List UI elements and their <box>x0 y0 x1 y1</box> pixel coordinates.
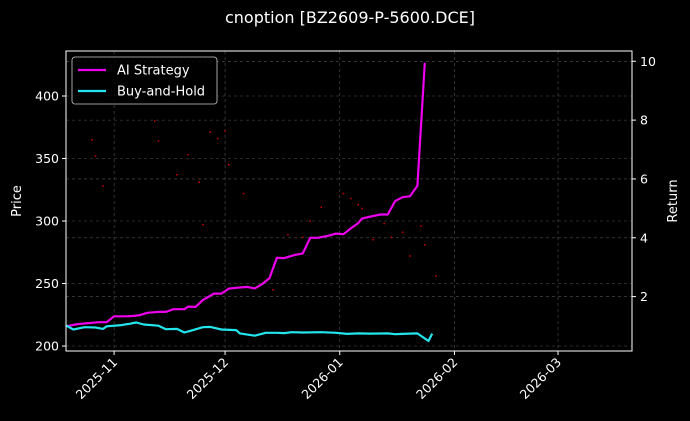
scatter-point <box>361 207 363 210</box>
y-tick-label: 250 <box>35 276 59 291</box>
y-axis-left: 200 250 300 350 400 <box>35 89 66 354</box>
scatter-point <box>342 192 345 195</box>
scatter-point <box>420 225 423 227</box>
legend: AI Strategy Buy-and-Hold <box>71 56 218 105</box>
y2-tick-label: 2 <box>640 289 648 304</box>
scatter-point <box>272 288 275 291</box>
y-axis-label: Price <box>10 185 25 217</box>
scatter-point <box>187 153 189 156</box>
scatter-point <box>153 120 156 122</box>
scatter-point <box>320 206 323 209</box>
scatter-point <box>102 185 104 187</box>
scatter-point <box>242 192 245 195</box>
scatter-point <box>198 181 201 184</box>
scatter-point <box>349 197 352 200</box>
scatter-point <box>287 233 289 236</box>
y-tick-label: 200 <box>35 339 59 354</box>
scatter-point <box>372 238 374 241</box>
y2-tick-label: 10 <box>640 54 656 69</box>
scatter-point <box>209 131 212 134</box>
y2-tick-label: 6 <box>640 171 648 186</box>
scatter-point <box>201 223 204 226</box>
series-line-1 <box>65 321 434 343</box>
scatter-point <box>401 231 404 234</box>
plot-frame <box>65 50 633 352</box>
line-series-group <box>65 62 434 343</box>
scatter-series <box>90 120 437 291</box>
y-tick-label: 300 <box>35 214 59 229</box>
legend-box <box>71 56 218 105</box>
chart-title: cnoption [BZ2609-P-5600.DCE] <box>225 8 475 27</box>
scatter-point <box>227 163 230 166</box>
scatter-point <box>94 155 97 157</box>
scatter-point <box>176 173 178 176</box>
scatter-point <box>409 255 411 257</box>
legend-label: AI Strategy <box>117 64 190 79</box>
y-axis-right: 2 4 6 8 10 <box>632 54 656 304</box>
scatter-point <box>357 203 360 206</box>
scatter-point <box>435 275 437 277</box>
scatter-point <box>301 236 304 239</box>
scatter-point <box>90 138 93 141</box>
y-tick-label: 350 <box>35 151 59 166</box>
y2-tick-label: 4 <box>640 230 648 245</box>
y-tick-label: 400 <box>35 89 59 104</box>
scatter-point <box>383 222 386 225</box>
scatter-point <box>390 236 393 239</box>
scatter-point <box>423 243 426 246</box>
y2-tick-label: 8 <box>640 113 648 128</box>
scatter-point <box>309 220 312 222</box>
series-line-0 <box>65 62 426 328</box>
scatter-point <box>216 137 219 140</box>
legend-label: Buy-and-Hold <box>117 85 205 100</box>
grid <box>66 51 632 351</box>
scatter-point <box>157 140 160 142</box>
scatter-point <box>224 130 226 132</box>
y2-axis-label: Return <box>666 179 681 222</box>
